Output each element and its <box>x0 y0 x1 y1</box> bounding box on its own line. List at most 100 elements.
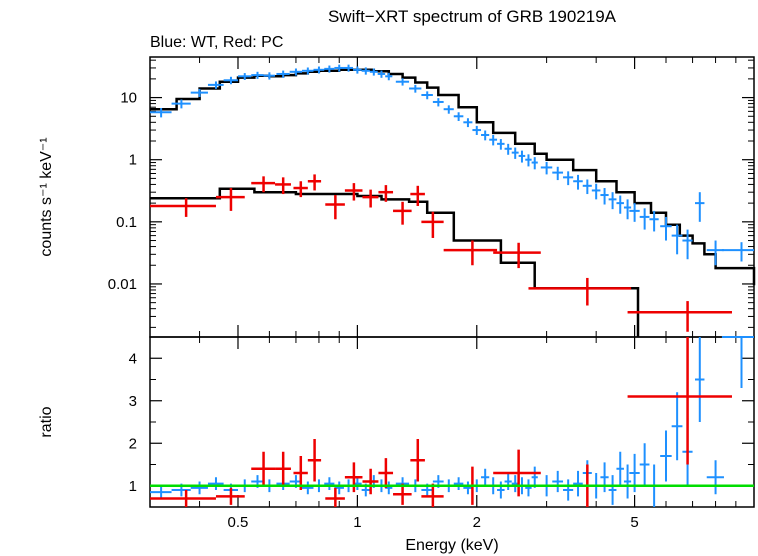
ratio-point-wt <box>671 392 683 461</box>
data-point-wt <box>251 71 264 79</box>
data-point-wt <box>150 107 172 118</box>
data-point-pc <box>325 195 345 220</box>
data-point-wt <box>207 81 224 89</box>
ratio-point-wt <box>150 485 172 499</box>
x-tick-label: 0.5 <box>228 514 249 531</box>
y-axis-label-spectrum: counts s⁻¹ keV⁻¹ <box>38 137 55 256</box>
data-point-wt <box>504 143 512 155</box>
data-point-wt <box>497 139 505 150</box>
ratio-point-wt <box>695 337 705 422</box>
x-tick-label: 1 <box>353 514 361 531</box>
ratio-frame <box>149 336 755 508</box>
data-point-wt <box>343 64 354 72</box>
data-point-pc <box>393 201 412 225</box>
ratio-point-wt <box>563 479 574 501</box>
data-point-wt <box>721 242 754 262</box>
data-point-wt <box>600 188 609 205</box>
ratio-point-wt <box>504 473 512 490</box>
data-point-wt <box>649 210 659 232</box>
ratio-point-pc <box>293 456 308 490</box>
data-point-wt <box>623 199 632 220</box>
ratio-data <box>150 336 754 507</box>
ratio-point-pc <box>307 439 322 482</box>
model-line-pc <box>150 187 640 337</box>
data-point-wt <box>301 67 314 75</box>
ratio-point-pc <box>393 483 412 505</box>
ratio-point-wt <box>573 470 583 497</box>
spectrum-ticks: 0.01 0.1 1 10 <box>108 57 754 337</box>
data-point-wt <box>481 130 490 141</box>
data-point-pc <box>378 185 394 202</box>
data-point-wt <box>421 91 433 100</box>
data-point-wt <box>518 150 526 163</box>
data-point-wt <box>369 68 378 76</box>
y-axis-label-ratio: ratio <box>38 406 55 437</box>
data-point-pc <box>362 189 379 208</box>
ratio-point-wt <box>600 462 609 493</box>
y-tick-label: 0.01 <box>108 276 137 293</box>
ratio-point-wt <box>639 443 650 486</box>
ratio-point-wt <box>497 481 505 499</box>
data-point-wt <box>573 174 583 190</box>
data-point-pc <box>421 211 444 238</box>
y-tick-label: 2 <box>129 435 137 452</box>
data-point-wt <box>313 66 325 74</box>
data-point-wt <box>525 154 532 167</box>
ratio-point-wt <box>190 481 208 495</box>
data-point-pc <box>293 181 308 198</box>
ratio-point-pc <box>275 451 291 486</box>
data-point-pc <box>627 301 732 332</box>
data-point-wt <box>443 105 454 114</box>
y-tick-label: 4 <box>129 350 137 367</box>
ratio-point-pc <box>150 490 216 507</box>
data-point-wt <box>489 134 498 146</box>
ratio-point-wt <box>525 479 532 497</box>
ratio-point-wt <box>481 468 490 486</box>
data-point-wt <box>385 72 393 81</box>
ratio-point-wt <box>660 430 672 482</box>
data-point-wt <box>695 192 705 222</box>
data-point-pc <box>150 198 216 217</box>
spectrum-panel: 0.01 0.1 1 10 <box>108 56 756 338</box>
ratio-point-pc <box>344 462 363 493</box>
data-point-wt <box>263 72 276 80</box>
y-tick-label: 10 <box>120 90 137 107</box>
data-point-wt <box>334 64 344 72</box>
data-point-wt <box>629 203 640 222</box>
data-point-wt <box>472 125 482 135</box>
data-point-wt <box>377 70 386 78</box>
data-point-pc <box>344 183 363 201</box>
data-point-pc <box>307 174 322 191</box>
ratio-ticks: 1 2 3 4 0.5 1 2 5 <box>129 337 754 531</box>
ratio-point-pc <box>251 451 276 486</box>
ratio-point-wt <box>608 475 617 505</box>
data-point-wt <box>591 183 601 200</box>
ratio-point-wt <box>721 336 754 388</box>
y-tick-label: 1 <box>129 478 137 495</box>
ratio-point-wt <box>531 466 538 488</box>
data-point-wt <box>223 76 238 85</box>
data-point-wt <box>552 166 564 181</box>
data-point-wt <box>511 147 519 159</box>
data-point-pc <box>410 185 425 206</box>
chart-subtitle: Blue: WT, Red: PC <box>150 34 283 51</box>
ratio-point-wt <box>453 477 464 490</box>
ratio-point-pc <box>215 487 245 505</box>
data-point-pc <box>215 188 245 211</box>
data-point-wt <box>671 224 683 255</box>
data-point-pc <box>443 240 498 266</box>
y-tick-label: 3 <box>129 393 137 410</box>
data-point-wt <box>237 73 252 80</box>
ratio-point-pc <box>493 449 541 497</box>
ratio-point-wt <box>207 477 224 490</box>
ratio-point-wt <box>463 481 473 495</box>
data-point-pc <box>493 242 541 269</box>
ratio-panel: 1 2 3 4 0.5 1 2 5 <box>129 336 755 531</box>
data-point-wt <box>616 195 624 214</box>
data-point-wt <box>324 65 335 73</box>
ratio-point-wt <box>552 470 564 493</box>
ratio-point-wt <box>706 460 724 495</box>
y-tick-label: 1 <box>129 152 137 169</box>
data-point-wt <box>190 88 208 98</box>
